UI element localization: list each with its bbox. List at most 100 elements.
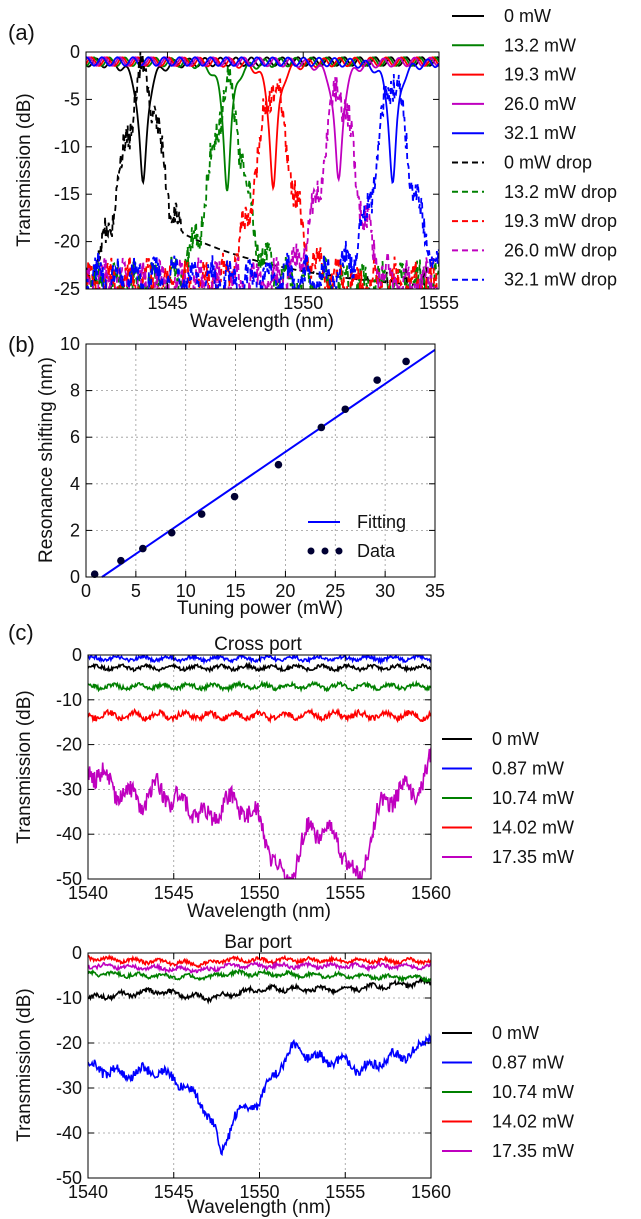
panel-b-label: (b) xyxy=(8,332,35,357)
panel-c-cross-title: Cross port xyxy=(214,634,302,655)
panel-c-bar-xlabel: Wavelength (nm) xyxy=(187,1197,331,1218)
data-point xyxy=(230,492,239,501)
series-line xyxy=(88,976,431,1005)
x-tick-label: 1555 xyxy=(325,883,365,903)
panel-c-bar-plot xyxy=(88,953,431,1157)
legend-label: 14.02 mW xyxy=(492,818,574,838)
y-tick-label: -15 xyxy=(54,184,80,204)
y-tick-label: 0 xyxy=(72,943,82,963)
legend-label: 26.0 mW drop xyxy=(504,240,617,260)
panel-c-bar-x-ticks: 1540 1545 1550 1555 1560 xyxy=(68,953,451,1202)
y-tick-label: 0 xyxy=(72,645,82,665)
data-point xyxy=(341,405,350,414)
data-point xyxy=(402,357,410,366)
y-tick-label: 0 xyxy=(70,42,80,62)
y-tick-label: 2 xyxy=(70,520,80,540)
series-line xyxy=(88,747,431,879)
panel-a-label: (a) xyxy=(8,20,35,45)
x-tick-label: 30 xyxy=(375,581,395,601)
x-tick-label: 35 xyxy=(425,581,445,601)
x-tick-label: 1560 xyxy=(411,1182,451,1202)
legend-label: 19.3 mW drop xyxy=(504,211,617,231)
x-tick-label: 20 xyxy=(275,581,295,601)
panel-a-ylabel: Transmission (dB) xyxy=(14,93,35,246)
x-tick-label: 1555 xyxy=(325,1182,365,1202)
panel-c-cross-y-ticks: 0 -10 -20 -30 -40 -50 xyxy=(56,645,431,889)
panel-c-cross: (c) Cross port 1540 1545 1550 1555 1560 0 -10… xyxy=(8,620,574,922)
y-tick-label: -10 xyxy=(54,137,80,157)
panel-b-xlabel: Tuning power (mW) xyxy=(177,598,343,619)
data-point xyxy=(197,510,206,518)
series-line xyxy=(88,953,431,969)
x-tick-label: 15 xyxy=(226,581,246,601)
y-tick-label: 4 xyxy=(70,474,80,494)
legend-label: 17.35 mW xyxy=(492,1141,574,1161)
y-tick-label: -40 xyxy=(56,824,82,844)
x-tick-label: 25 xyxy=(325,581,345,601)
legend-label-fitting: Fitting xyxy=(357,512,406,532)
series-line xyxy=(88,707,431,724)
panel-c-bar-y-ticks: 0 -10 -20 -30 -40 -50 xyxy=(56,943,431,1188)
legend-label: 0.87 mW xyxy=(492,1053,564,1073)
series-line xyxy=(86,56,439,183)
x-tick-label: 1550 xyxy=(239,1182,279,1202)
panel-c-bar-frame xyxy=(87,952,432,1179)
data-point xyxy=(274,460,283,469)
panel-c-cross-x-ticks: 1540 1545 1550 1555 1560 xyxy=(68,655,451,903)
y-tick-label: 0 xyxy=(70,567,80,587)
x-tick-label: 1555 xyxy=(419,293,459,313)
legend-swatch-data xyxy=(307,547,315,555)
x-tick-label: 0 xyxy=(81,581,91,601)
y-tick-label: -50 xyxy=(56,869,82,889)
series-line xyxy=(86,73,439,289)
panel-a-plot xyxy=(86,52,439,289)
series-line xyxy=(88,968,431,984)
panel-a-frame xyxy=(85,51,440,290)
legend-label: 19.3 mW xyxy=(504,65,576,85)
legend-label: 26.0 mW xyxy=(504,94,576,114)
x-tick-label: 1550 xyxy=(239,883,279,903)
x-tick-label: 10 xyxy=(176,581,196,601)
y-tick-label: -50 xyxy=(56,1168,82,1188)
data-point xyxy=(167,528,176,537)
y-tick-label: -30 xyxy=(56,779,82,799)
data-point xyxy=(139,544,147,553)
panel-b: (b) 0 5 10 15 20 25 30 35 0 2 4 6 8 10 Fitting Data T… xyxy=(8,332,445,619)
legend-label: 13.2 mW xyxy=(504,35,576,55)
legend-label: 32.1 mW xyxy=(504,123,576,143)
series-line xyxy=(86,77,439,289)
legend-label: 10.74 mW xyxy=(492,1082,574,1102)
legend-swatch-data xyxy=(335,547,343,555)
y-tick-label: -5 xyxy=(64,89,80,109)
y-tick-label: 6 xyxy=(70,427,80,447)
y-tick-label: -30 xyxy=(56,1078,82,1098)
x-tick-label: 1550 xyxy=(283,293,323,313)
legend-label: 0 mW xyxy=(504,6,551,26)
panel-b-x-ticks: 0 5 10 15 20 25 30 35 xyxy=(81,344,445,601)
legend-label-data: Data xyxy=(357,541,396,561)
panel-a-y-ticks: 0 -5 -10 -15 -20 -25 xyxy=(54,42,439,299)
x-tick-label: 5 xyxy=(131,581,141,601)
x-tick-label: 1545 xyxy=(147,293,187,313)
y-tick-label: -20 xyxy=(56,1033,82,1053)
x-tick-label: 1540 xyxy=(68,883,108,903)
y-tick-label: -40 xyxy=(56,1123,82,1143)
panel-c-cross-xlabel: Wavelength (nm) xyxy=(187,901,331,922)
panel-c-bar-ylabel: Transmission (dB) xyxy=(14,988,35,1141)
legend-swatch-data xyxy=(321,547,329,555)
data-point xyxy=(317,423,326,432)
panel-c-bar-title: Bar port xyxy=(224,932,292,953)
y-tick-label: 8 xyxy=(70,381,80,401)
x-tick-label: 1540 xyxy=(68,1182,108,1202)
x-tick-label: 1545 xyxy=(154,883,194,903)
series-line xyxy=(88,1032,431,1157)
data-point xyxy=(373,376,381,384)
legend-label: 0 mW drop xyxy=(504,153,592,173)
panel-b-legend: Fitting Data xyxy=(307,512,406,561)
panel-c-cross-frame xyxy=(87,654,432,880)
legend-label: 0 mW xyxy=(492,729,539,749)
panel-b-plot xyxy=(90,348,436,579)
legend-label: 17.35 mW xyxy=(492,847,574,867)
series-line xyxy=(88,661,431,674)
